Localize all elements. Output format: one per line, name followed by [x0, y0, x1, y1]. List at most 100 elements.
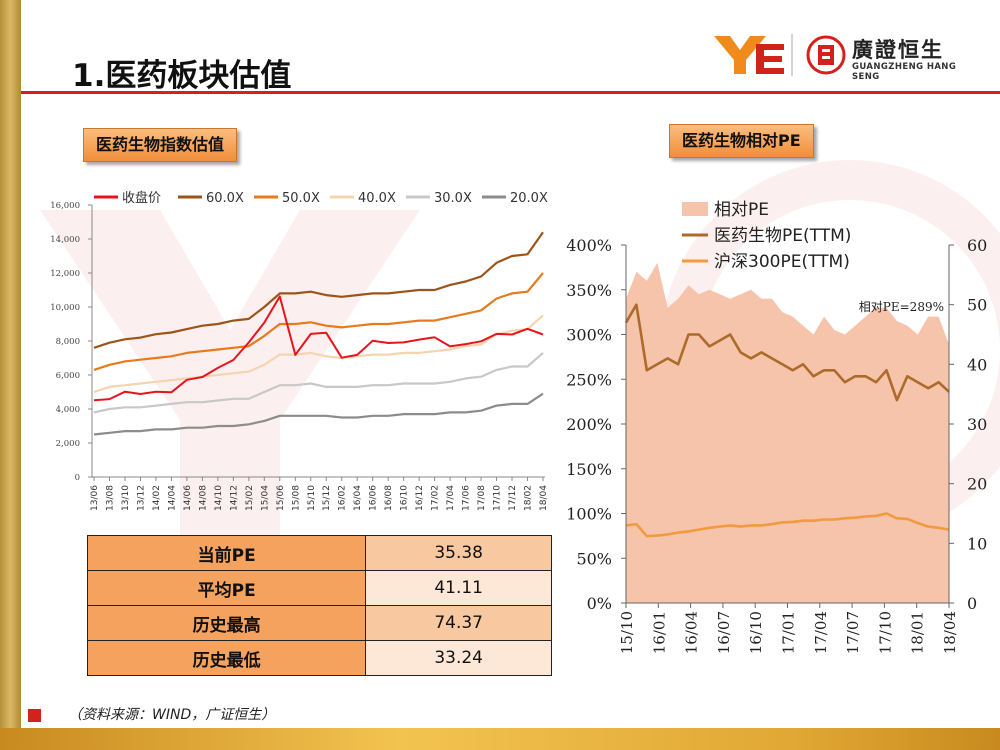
y-tick-label: 6,000 — [56, 371, 80, 381]
x-tick-label: 17/06 — [462, 485, 472, 511]
y-tick-label: 10,000 — [50, 303, 80, 313]
series-line-4 — [93, 352, 544, 414]
x-tick-label: 17/12 — [508, 485, 518, 511]
left-y-tick-label: 300% — [566, 326, 612, 345]
y-tick-label: 2,000 — [56, 439, 80, 449]
x-tick-label: 16/04 — [683, 611, 701, 654]
left-y-tick-label: 50% — [576, 549, 612, 568]
table-row: 历史最高 74.37 — [86, 605, 552, 641]
legend-label: 40.0X — [358, 191, 396, 206]
series-line-2 — [93, 272, 544, 371]
x-tick-label: 14/06 — [183, 485, 193, 511]
right-y-tick-label: 30 — [967, 415, 987, 434]
logo-chinese-name: 廣證恒生 — [852, 38, 944, 62]
y-tick-label: 12,000 — [50, 269, 80, 279]
x-tick-label: 18/04 — [941, 611, 959, 654]
series-line-pharma-pe — [624, 303, 950, 402]
legend-label: 50.0X — [282, 191, 320, 206]
x-tick-label: 18/01 — [909, 611, 927, 654]
table-row: 当前PE 35.38 — [86, 535, 552, 571]
left-y-tick-label: 100% — [566, 505, 612, 524]
logo-english-name: GUANGZHENG HANG SENG — [852, 62, 957, 82]
x-tick-label: 17/04 — [812, 611, 830, 654]
table-label: 历史最高 — [86, 605, 367, 641]
ye-logo-icon — [714, 34, 793, 76]
right-y-tick-label: 0 — [967, 594, 977, 613]
x-tick-label: 16/10 — [747, 611, 765, 654]
legend-label: 收盘价 — [122, 190, 161, 206]
x-tick-label: 14/04 — [167, 485, 177, 511]
source-marker — [28, 709, 41, 722]
relative-pe-chart: 0% 50% 100% 150% 200% 250% 300% 350% 400% 0 10 20 30… — [566, 200, 987, 654]
x-tick-label: 14/12 — [229, 485, 239, 511]
x-tick-label: 16/06 — [369, 485, 379, 511]
series-line-1 — [93, 231, 544, 349]
legend-label: 相对PE — [714, 200, 769, 220]
table-label: 历史最低 — [86, 640, 367, 676]
x-tick-label: 16/10 — [400, 485, 410, 511]
area-relative-pe — [626, 262, 949, 603]
x-tick-label: 16/07 — [715, 611, 733, 654]
x-tick-label: 13/06 — [90, 485, 100, 511]
x-tick-label: 15/02 — [245, 485, 255, 511]
left-y-tick-label: 150% — [566, 460, 612, 479]
legend-label: 沪深300PE(TTM) — [714, 252, 850, 272]
table-value: 33.24 — [365, 640, 552, 676]
x-tick-label: 16/01 — [650, 611, 668, 654]
series-line-hs300-pe — [625, 512, 950, 538]
x-tick-label: 15/08 — [291, 485, 301, 511]
table-label: 平均PE — [86, 570, 367, 606]
x-tick-label: 15/10 — [307, 485, 317, 511]
y-tick-label: 16,000 — [50, 201, 80, 211]
x-tick-label: 13/10 — [121, 485, 131, 511]
y-tick-label: 0 — [75, 473, 80, 483]
right-y-tick-label: 50 — [967, 296, 987, 315]
x-tick-label: 14/02 — [152, 485, 162, 511]
legend-label: 医药生物PE(TTM) — [714, 226, 851, 246]
x-tick-label: 17/02 — [431, 485, 441, 511]
legend-swatch-area — [682, 202, 708, 216]
table-label: 当前PE — [86, 535, 367, 571]
x-tick-label: 16/04 — [353, 485, 363, 511]
x-tick-label: 15/04 — [260, 485, 270, 511]
x-tick-label: 17/10 — [876, 611, 894, 654]
x-tick-label: 17/10 — [493, 485, 503, 511]
legend-label: 60.0X — [206, 191, 244, 206]
series-line-0 — [93, 295, 544, 402]
x-tick-label: 14/08 — [198, 485, 208, 511]
table-row: 平均PE 41.11 — [86, 570, 552, 606]
x-tick-label: 15/10 — [618, 611, 636, 654]
x-tick-label: 14/10 — [214, 485, 224, 511]
x-tick-label: 15/12 — [322, 485, 332, 511]
left-decor-bar — [0, 0, 21, 750]
x-tick-label: 15/06 — [276, 485, 286, 511]
source-note: （资料来源：WIND，广证恒生） — [68, 707, 276, 723]
x-tick-label: 17/08 — [477, 485, 487, 511]
legend-label: 20.0X — [510, 191, 548, 206]
left-y-tick-label: 400% — [566, 236, 612, 255]
seal-icon — [806, 35, 846, 75]
right-y-tick-label: 20 — [967, 475, 987, 494]
x-tick-label: 16/12 — [415, 485, 425, 511]
x-tick-label: 18/04 — [539, 485, 549, 511]
right-y-tick-label: 60 — [967, 236, 987, 255]
x-tick-label: 17/04 — [446, 485, 456, 511]
valuation-band-chart: 0 2,000 4,000 6,000 8,000 10,000 12,000 14,000 1… — [50, 190, 549, 511]
table-row: 历史最低 33.24 — [86, 640, 552, 676]
pe-summary-table: 当前PE 35.38 平均PE 41.11 历史最高 74.37 历史最低 33… — [86, 535, 552, 676]
legend-label: 30.0X — [434, 191, 472, 206]
right-y-tick-label: 10 — [967, 534, 987, 553]
bottom-decor-bar — [0, 728, 1000, 750]
right-panel-badge: 医药生物相对PE — [669, 124, 814, 158]
left-y-tick-label: 250% — [566, 370, 612, 389]
y-tick-label: 8,000 — [56, 337, 80, 347]
left-panel-badge: 医药生物指数估值 — [83, 128, 238, 162]
x-tick-label: 18/02 — [524, 485, 534, 511]
left-y-tick-label: 0% — [587, 594, 612, 613]
x-tick-label: 13/08 — [105, 485, 115, 511]
x-tick-label: 17/01 — [780, 611, 798, 654]
x-tick-label: 13/12 — [136, 485, 146, 511]
x-tick-label: 16/02 — [338, 485, 348, 511]
annotation-label: 相对PE=289% — [859, 300, 944, 314]
y-tick-label: 14,000 — [50, 235, 80, 245]
